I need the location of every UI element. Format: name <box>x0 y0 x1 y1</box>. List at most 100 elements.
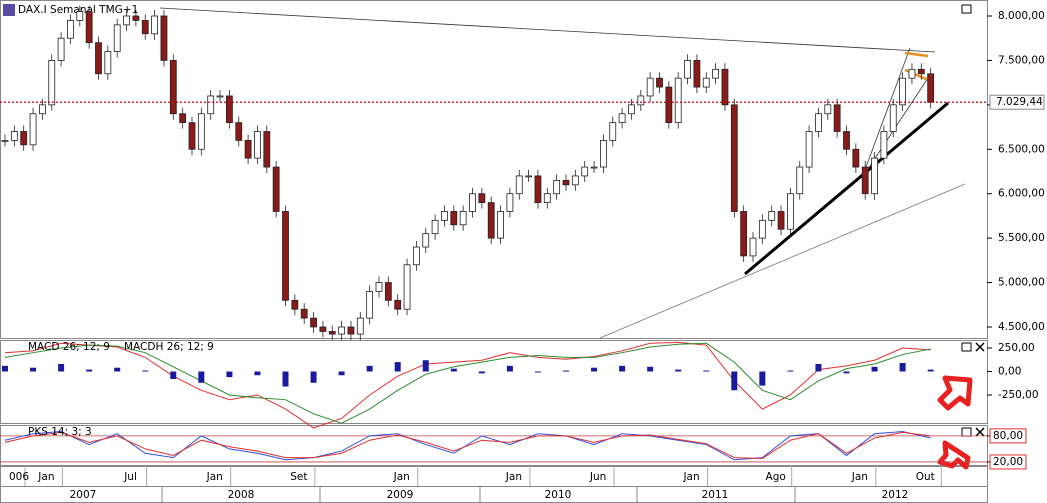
trendline <box>159 7 936 53</box>
candle <box>702 77 710 88</box>
histogram-bar <box>338 371 345 376</box>
x-tick-label: Set <box>290 471 307 483</box>
candle <box>861 166 869 195</box>
y-tick-label: 6.500,00 <box>998 143 1045 155</box>
y-tick-label: 80,00 <box>993 430 1023 442</box>
candle <box>263 131 271 168</box>
year-label: 2009 <box>387 489 414 501</box>
candle <box>618 113 626 124</box>
candle <box>29 113 37 146</box>
candle <box>824 104 832 115</box>
x-tick-label: Out <box>916 471 935 483</box>
candle <box>628 104 635 115</box>
maximize-icon[interactable] <box>961 342 972 352</box>
candle <box>356 317 364 335</box>
close-icon[interactable] <box>975 342 985 352</box>
histogram-bar <box>198 371 205 383</box>
candle <box>553 179 561 195</box>
candle <box>394 299 402 310</box>
candle <box>1 139 9 142</box>
candle <box>197 113 205 150</box>
candle <box>571 175 579 186</box>
candle <box>590 166 598 169</box>
last-price-label: 7.029,44 <box>996 96 1043 108</box>
candle <box>487 202 495 239</box>
candle <box>76 11 84 21</box>
histogram-bar <box>30 367 37 372</box>
macd-panel <box>0 340 988 424</box>
maximize-icon[interactable] <box>961 4 972 14</box>
candle <box>693 60 701 88</box>
candle <box>749 237 757 257</box>
histogram-bar <box>170 371 177 380</box>
candle <box>787 193 794 230</box>
candle <box>207 95 215 115</box>
candle <box>48 60 56 106</box>
candle <box>10 131 18 141</box>
candle <box>506 193 514 212</box>
histogram-bar <box>703 370 710 372</box>
histogram-bar <box>563 370 569 372</box>
legend-entry: PKS 14; 3; 3 <box>28 426 92 438</box>
candle <box>740 211 748 257</box>
histogram-bar <box>647 366 654 372</box>
candle <box>833 104 841 132</box>
candle <box>310 317 317 328</box>
close-icon[interactable] <box>975 427 985 437</box>
candle <box>225 95 233 124</box>
candle <box>20 131 28 146</box>
candle <box>235 122 243 141</box>
logo-icon <box>3 4 15 16</box>
candle <box>403 264 411 310</box>
candle <box>188 122 196 150</box>
candle <box>104 51 112 75</box>
candle <box>422 233 430 248</box>
year-label: 2011 <box>702 489 729 501</box>
channel-line <box>904 51 929 58</box>
candle <box>169 60 177 115</box>
histogram-bar <box>815 363 822 372</box>
histogram-bar <box>731 371 738 391</box>
y-tick-label: 20,00 <box>993 456 1023 468</box>
annotation-arrow <box>937 440 971 470</box>
histogram-bar <box>675 369 682 372</box>
candle <box>328 331 336 335</box>
candle <box>282 211 289 301</box>
histogram-bar <box>927 369 934 372</box>
candle <box>684 60 691 79</box>
histogram-bar <box>310 371 317 383</box>
x-tick-label: Jun <box>589 471 606 483</box>
candle <box>600 139 607 168</box>
candle <box>469 193 476 212</box>
y-tick-label: 8.000,00 <box>998 10 1045 22</box>
histogram-bar <box>843 371 850 374</box>
candle <box>515 175 523 195</box>
histogram-bar <box>759 371 766 386</box>
candle <box>852 148 860 168</box>
histogram-bar <box>506 365 513 372</box>
histogram-bar <box>899 363 906 372</box>
stoch-panel <box>0 425 988 466</box>
histogram-bar <box>254 371 261 376</box>
x-tick-label: Jul <box>123 471 137 483</box>
y-tick-label: 4.500,00 <box>998 321 1045 333</box>
histogram-bar <box>534 371 541 373</box>
candle <box>441 211 448 221</box>
candle <box>562 179 570 186</box>
candle <box>179 113 187 124</box>
histogram-bar <box>2 365 8 372</box>
candle <box>609 122 617 141</box>
histogram-bar <box>871 366 878 372</box>
candle <box>871 157 878 195</box>
year-label: 2007 <box>70 489 97 501</box>
legend-entry: MACD 26; 12; 9 <box>28 341 110 353</box>
legend-entry: MACDH 26; 12; 9 <box>124 341 214 353</box>
y-tick-label: 0,00 <box>998 365 1021 377</box>
candle <box>272 166 280 212</box>
indicator-line <box>4 431 931 461</box>
candle <box>450 211 458 226</box>
time-axis-panel <box>0 466 988 503</box>
candle <box>254 131 261 159</box>
